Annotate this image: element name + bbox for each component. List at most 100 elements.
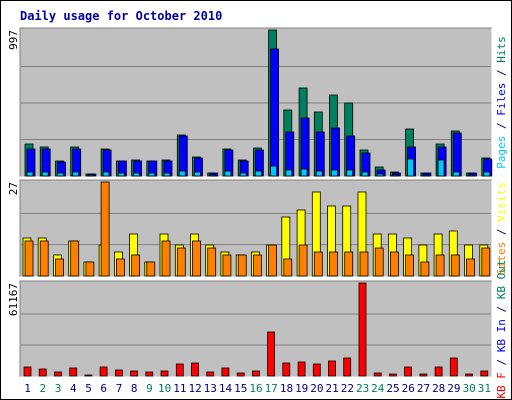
day-label-17: 17 — [265, 382, 278, 395]
bar-pages-day-28 — [437, 159, 445, 177]
day-label-20: 20 — [310, 382, 323, 395]
legend-entry: / — [495, 352, 508, 372]
day-label-16: 16 — [249, 382, 262, 395]
day-label-18: 18 — [280, 382, 293, 395]
bar-pages-day-4 — [72, 171, 80, 177]
bar-pages-day-25 — [391, 174, 399, 177]
panel-hits-files-pages-shadow — [19, 27, 492, 177]
bar-kb-f-day-29 — [449, 357, 458, 377]
day-label-1: 1 — [24, 382, 31, 395]
bar-files-day-17 — [270, 48, 280, 177]
bar-sites-day-2 — [39, 240, 49, 277]
bar-kb-f-day-21 — [328, 360, 336, 377]
bar-sites-day-20 — [313, 251, 323, 277]
day-label-26: 26 — [402, 382, 415, 395]
bar-kb-f-day-5 — [84, 374, 93, 377]
bar-sites-day-6 — [100, 181, 110, 277]
bar-sites-day-14 — [222, 254, 232, 277]
day-label-28: 28 — [432, 382, 445, 395]
bar-sites-day-4 — [70, 240, 80, 277]
legend-entry: Visits — [495, 182, 508, 222]
legend-entry: / — [495, 63, 508, 83]
bar-pages-day-9 — [148, 172, 156, 177]
bar-kb-f-day-16 — [251, 370, 260, 377]
bar-kb-f-day-14 — [221, 367, 230, 377]
panel-kb-shadow — [19, 280, 492, 377]
bar-sites-day-29 — [450, 254, 460, 277]
bar-kb-f-day-23 — [358, 282, 367, 377]
bar-sites-day-15 — [237, 254, 247, 277]
bar-kb-f-day-28 — [434, 366, 443, 377]
legend-entry: Sites — [495, 242, 508, 275]
bar-sites-day-9 — [146, 261, 156, 277]
bar-pages-day-6 — [102, 171, 110, 177]
bar-pages-day-30 — [468, 174, 475, 177]
day-label-3: 3 — [55, 382, 62, 395]
bar-files-day-18 — [285, 131, 295, 177]
legend-entry: / — [495, 222, 508, 242]
bar-sites-day-26 — [405, 254, 415, 277]
bar-pages-day-8 — [133, 172, 141, 177]
day-label-19: 19 — [295, 382, 308, 395]
day-label-5: 5 — [85, 382, 92, 395]
legend-entry: KB In — [495, 319, 508, 352]
day-label-14: 14 — [219, 382, 233, 395]
bar-pages-day-11 — [178, 170, 186, 177]
bar-pages-day-14 — [224, 170, 232, 177]
bar-kb-f-day-9 — [145, 371, 154, 377]
bar-kb-f-day-15 — [236, 372, 245, 377]
bar-sites-day-19 — [298, 244, 308, 277]
panel-visits-sites-shadow — [19, 179, 492, 277]
legend-entry: KB F — [495, 372, 508, 399]
panel-kb — [20, 281, 492, 377]
legend-entry: Files — [495, 83, 508, 116]
bar-pages-day-10 — [163, 172, 171, 177]
bar-pages-day-18 — [285, 169, 293, 177]
bar-sites-day-8 — [131, 254, 141, 277]
day-label-29: 29 — [447, 382, 460, 395]
day-label-11: 11 — [173, 382, 186, 395]
bar-sites-day-25 — [389, 251, 399, 277]
legend-kb: KB F / KB In / KB Out — [495, 259, 508, 398]
bar-sites-day-30 — [466, 258, 475, 277]
scale-label-visits-sites: 27 — [7, 182, 20, 195]
bar-sites-day-22 — [344, 251, 354, 277]
bar-pages-day-13 — [209, 174, 217, 177]
bar-sites-day-11 — [176, 247, 186, 277]
legend-entry: / — [495, 299, 508, 319]
bar-files-day-21 — [331, 127, 340, 177]
day-label-6: 6 — [100, 382, 107, 395]
bar-pages-day-22 — [346, 169, 354, 177]
bar-kb-f-day-31 — [480, 370, 489, 377]
bar-sites-day-10 — [161, 240, 171, 277]
bar-pages-day-21 — [331, 169, 338, 177]
panel-hits-files-pages-highlight — [20, 28, 493, 178]
bar-sites-day-31 — [481, 247, 491, 277]
legend-entry: / — [495, 116, 508, 136]
bar-pages-day-1 — [26, 171, 34, 177]
bar-kb-f-day-11 — [175, 363, 184, 377]
bar-pages-day-31 — [483, 171, 491, 177]
bar-kb-f-day-19 — [297, 361, 306, 377]
bar-pages-day-17 — [270, 165, 278, 177]
day-label-4: 4 — [70, 382, 77, 395]
bar-sites-day-24 — [374, 247, 384, 277]
bar-sites-day-27 — [420, 261, 430, 277]
bar-sites-day-21 — [329, 251, 338, 277]
day-label-21: 21 — [325, 382, 338, 395]
bar-pages-day-24 — [376, 173, 384, 177]
bar-pages-day-23 — [361, 171, 369, 177]
bar-pages-day-19 — [300, 168, 308, 177]
day-label-25: 25 — [386, 382, 399, 395]
bar-pages-day-29 — [452, 171, 460, 177]
day-label-23: 23 — [356, 382, 369, 395]
panel-visits-sites-highlight — [20, 180, 493, 278]
day-label-15: 15 — [234, 382, 247, 395]
bar-pages-day-2 — [41, 171, 49, 177]
day-label-8: 8 — [131, 382, 138, 395]
legend-entry: Hits — [495, 36, 508, 63]
bar-pages-day-27 — [422, 174, 430, 177]
bar-sites-day-13 — [207, 247, 217, 277]
bar-pages-day-26 — [407, 158, 415, 177]
bar-kb-f-day-26 — [404, 366, 413, 377]
